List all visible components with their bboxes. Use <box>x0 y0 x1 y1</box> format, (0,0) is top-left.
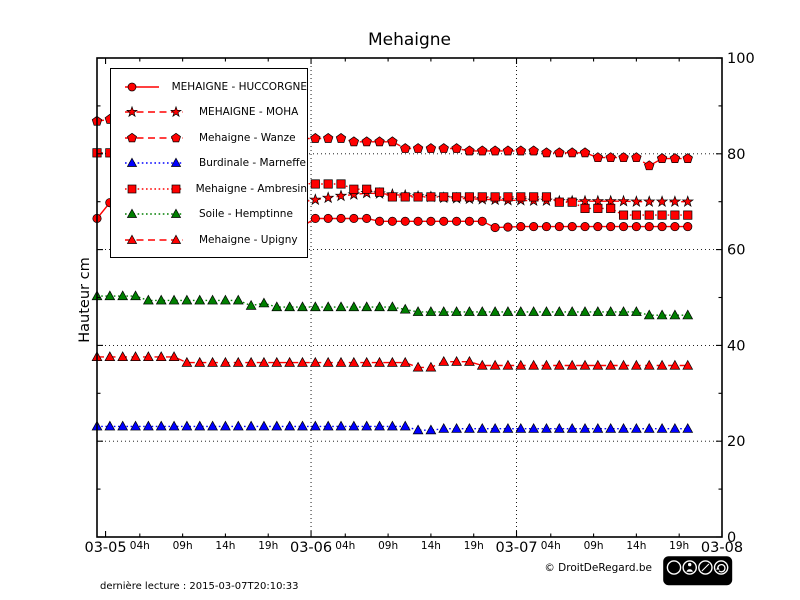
x-tick-label-hour: 19h <box>258 540 278 552</box>
x-tick-label-day: 03-05 <box>84 540 126 556</box>
last-reading-text: dernière lecture : 2015-03-07T20:10:33 <box>100 581 299 592</box>
legend-swatch-star <box>125 105 183 118</box>
cc-license-badge: CC $ BY NC SA <box>663 556 733 586</box>
series-marneffe <box>91 420 694 435</box>
legend-item-label: MEHAIGNE - HUCCORGNE <box>171 80 307 93</box>
y-tick-label: 80 <box>727 147 745 163</box>
y-tick-label: 60 <box>727 243 745 259</box>
chart-title: Mehaigne <box>367 30 452 50</box>
x-tick-label-hour: 19h <box>669 540 689 552</box>
svg-text:NC: NC <box>702 578 710 584</box>
y-tick-label: 40 <box>727 338 745 354</box>
x-tick-label-hour: 04h <box>130 540 150 552</box>
legend-item-label: Mehaigne - Ambresin <box>195 182 307 195</box>
x-tick-label-day: 03-07 <box>495 540 537 556</box>
legend-item-label: Soile - Hemptinne <box>199 208 293 221</box>
legend-swatch-pentagon <box>125 132 183 142</box>
x-tick-label-hour: 04h <box>335 540 355 552</box>
svg-text:SA: SA <box>718 578 725 584</box>
x-tick-label-hour: 09h <box>173 540 193 552</box>
nc-icon: $ <box>698 560 713 575</box>
axes-ticks: 03-05 03-06 03-07 03-08 04h 09h 14h 19h 04h 09h 14… <box>84 51 754 556</box>
x-tick-label-hour: 14h <box>626 540 646 552</box>
legend-item-label: Mehaigne - Upigny <box>199 233 298 246</box>
legend: MEHAIGNE - HUCCORGNE MEHAIGNE - MOHA Mehai… <box>110 68 308 258</box>
sa-icon <box>713 560 729 575</box>
cc-icon: CC <box>666 560 682 575</box>
svg-text:CC: CC <box>669 565 679 572</box>
y-tick-label: 20 <box>727 434 745 450</box>
legend-item-ambresin: Mehaigne - Ambresin <box>111 176 307 202</box>
legend-swatch-circle <box>125 82 159 92</box>
by-icon <box>682 560 698 575</box>
legend-item-label: Burdinale - Marneffe <box>199 157 306 170</box>
y-axis-label: Hauteur cm <box>77 257 93 343</box>
legend-swatch-triangle <box>125 234 183 244</box>
legend-item-label: MEHAIGNE - MOHA <box>199 106 299 119</box>
x-tick-label-hour: 09h <box>378 540 398 552</box>
svg-text:BY: BY <box>686 578 693 584</box>
x-tick-label-hour: 09h <box>584 540 604 552</box>
x-tick-label-hour: 14h <box>215 540 235 552</box>
series-upigny <box>91 351 694 372</box>
legend-item-wanze: Mehaigne - Wanze <box>111 125 307 151</box>
x-tick-label-hour: 14h <box>421 540 441 552</box>
legend-item-moha: MEHAIGNE - MOHA <box>111 100 307 126</box>
legend-swatch-square <box>125 184 183 194</box>
x-tick-label-hour: 19h <box>464 540 484 552</box>
y-tick-label: 100 <box>727 51 755 67</box>
legend-swatch-triangle <box>125 157 183 168</box>
legend-item-hemptinne: Soile - Hemptinne <box>111 202 307 228</box>
legend-item-upigny: Mehaigne - Upigny <box>111 227 307 253</box>
x-tick-label-day: 03-06 <box>290 540 332 556</box>
legend-item-label: Mehaigne - Wanze <box>199 131 296 144</box>
x-tick-label-hour: 04h <box>541 540 561 552</box>
y-tick-label: 0 <box>727 530 736 546</box>
legend-item-huccorgne: MEHAIGNE - HUCCORGNE <box>111 74 307 100</box>
series-hemptinne <box>91 290 694 320</box>
x-tick-label-day: 03-08 <box>701 540 743 556</box>
legend-swatch-triangle <box>125 208 183 219</box>
copyright-text: © DroitDeRegard.be <box>544 562 652 574</box>
legend-item-marneffe: Burdinale - Marneffe <box>111 151 307 177</box>
footnotes: dernière lecture : 2015-03-07T20:10:33 d… <box>100 558 299 600</box>
